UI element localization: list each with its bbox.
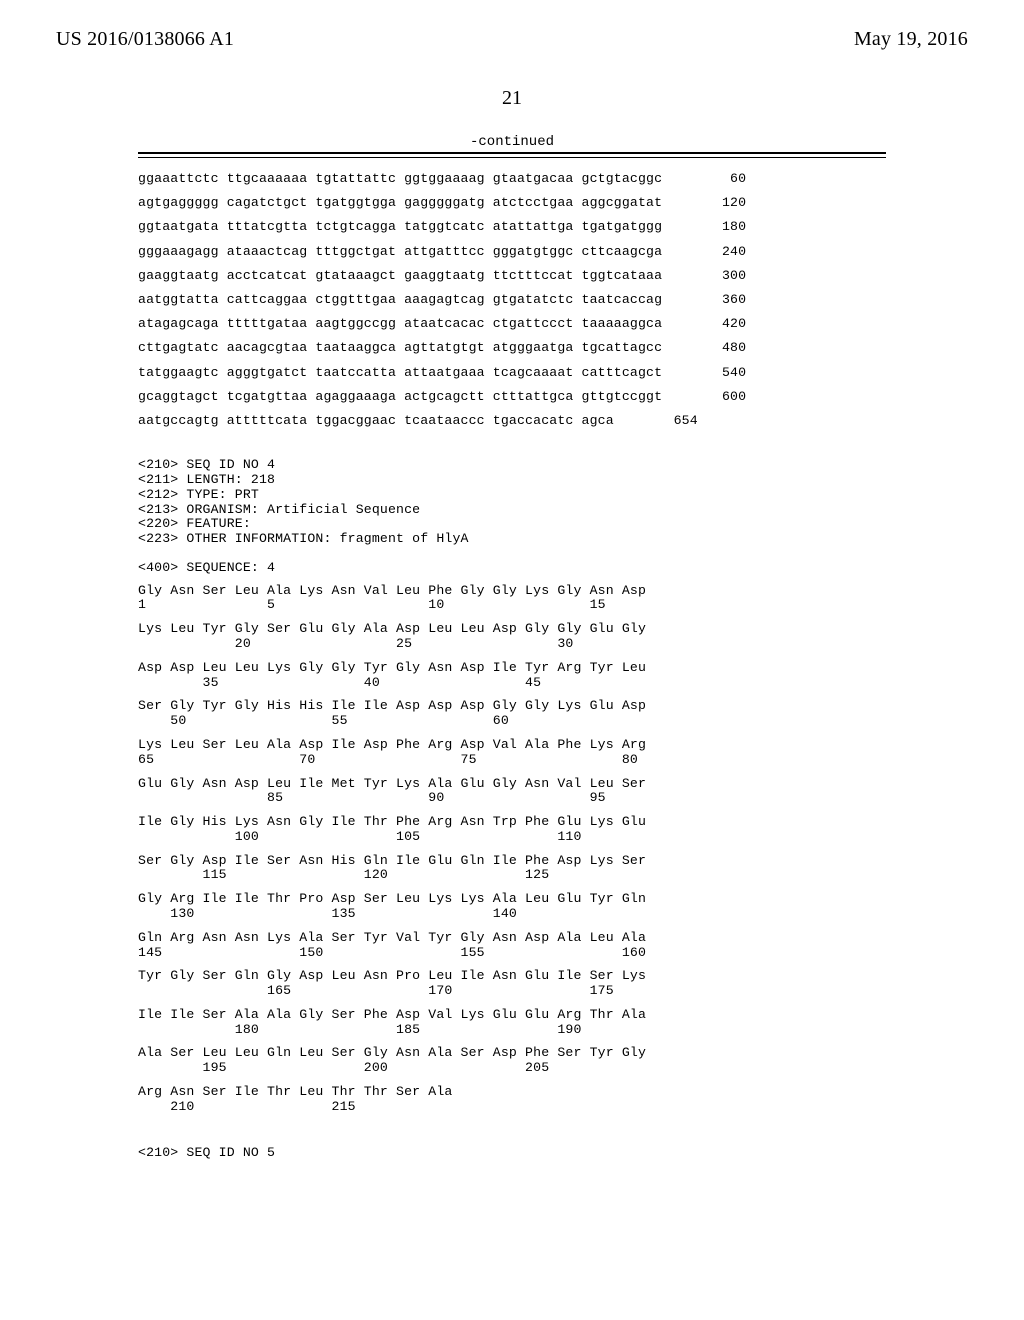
dna-seq: cttgagtatc aacagcgtaa taataaggca agttatg… <box>138 341 662 354</box>
sequence-label: <400> SEQUENCE: 4 <box>138 561 968 576</box>
page: US 2016/0138066 A1 May 19, 2016 21 -cont… <box>0 0 1024 1320</box>
dna-row: aatggtatta cattcaggaa ctggtttgaa aaagagt… <box>138 293 968 306</box>
protein-row: Ile Gly His Lys Asn Gly Ile Thr Phe Arg … <box>138 815 968 845</box>
dna-seq: aatgccagtg atttttcata tggacggaac tcaataa… <box>138 414 614 427</box>
dna-row: ggtaatgata tttatcgtta tctgtcagga tatggtc… <box>138 220 968 233</box>
dna-row: ggaaattctc ttgcaaaaaa tgtattattc ggtggaa… <box>138 172 968 185</box>
dna-seq: gggaaagagg ataaactcag tttggctgat attgatt… <box>138 245 662 258</box>
protein-row: Glu Gly Asn Asp Leu Ile Met Tyr Lys Ala … <box>138 777 968 807</box>
protein-row: Lys Leu Tyr Gly Ser Glu Gly Ala Asp Leu … <box>138 622 968 652</box>
protein-row: Gly Arg Ile Ile Thr Pro Asp Ser Leu Lys … <box>138 892 968 922</box>
dna-position: 240 <box>690 245 746 258</box>
protein-row: Ala Ser Leu Leu Gln Leu Ser Gly Asn Ala … <box>138 1046 968 1076</box>
dna-seq: gcaggtagct tcgatgttaa agaggaaaga actgcag… <box>138 390 662 403</box>
dna-position: 420 <box>690 317 746 330</box>
dna-position: 120 <box>690 196 746 209</box>
dna-position: 654 <box>642 414 698 427</box>
running-header: US 2016/0138066 A1 May 19, 2016 <box>56 28 968 51</box>
protein-row: Ser Gly Asp Ile Ser Asn His Gln Ile Glu … <box>138 854 968 884</box>
dna-seq: ggaaattctc ttgcaaaaaa tgtattattc ggtggaa… <box>138 172 662 185</box>
dna-position: 180 <box>690 220 746 233</box>
dna-seq: gaaggtaatg acctcatcat gtataaagct gaaggta… <box>138 269 662 282</box>
protein-row: Lys Leu Ser Leu Ala Asp Ile Asp Phe Arg … <box>138 738 968 768</box>
dna-position: 540 <box>690 366 746 379</box>
dna-row: gggaaagagg ataaactcag tttggctgat attgatt… <box>138 245 968 258</box>
protein-row: Ile Ile Ser Ala Ala Gly Ser Phe Asp Val … <box>138 1008 968 1038</box>
protein-row: Arg Asn Ser Ile Thr Leu Thr Thr Ser Ala … <box>138 1085 968 1115</box>
dna-seq: atagagcaga tttttgataa aagtggccgg ataatca… <box>138 317 662 330</box>
dna-position: 480 <box>690 341 746 354</box>
page-number: 21 <box>56 87 968 110</box>
protein-row: Ser Gly Tyr Gly His His Ile Ile Asp Asp … <box>138 699 968 729</box>
dna-row: cttgagtatc aacagcgtaa taataaggca agttatg… <box>138 341 968 354</box>
dna-position: 300 <box>690 269 746 282</box>
dna-row: atagagcaga tttttgataa aagtggccgg ataatca… <box>138 317 968 330</box>
protein-row: Asp Asp Leu Leu Lys Gly Gly Tyr Gly Asn … <box>138 661 968 691</box>
footer-seq-id: <210> SEQ ID NO 5 <box>138 1146 968 1161</box>
dna-sequence-block: ggaaattctc ttgcaaaaaa tgtattattc ggtggaa… <box>138 172 968 427</box>
dna-seq: tatggaagtc agggtgatct taatccatta attaatg… <box>138 366 662 379</box>
protein-row: Tyr Gly Ser Gln Gly Asp Leu Asn Pro Leu … <box>138 969 968 999</box>
dna-row: gaaggtaatg acctcatcat gtataaagct gaaggta… <box>138 269 968 282</box>
dna-row: aatgccagtg atttttcata tggacggaac tcaataa… <box>138 414 968 427</box>
dna-row: gcaggtagct tcgatgttaa agaggaaaga actgcag… <box>138 390 968 403</box>
dna-row: tatggaagtc agggtgatct taatccatta attaatg… <box>138 366 968 379</box>
dna-position: 600 <box>690 390 746 403</box>
header-right: May 19, 2016 <box>854 28 968 51</box>
dna-seq: ggtaatgata tttatcgtta tctgtcagga tatggtc… <box>138 220 662 233</box>
continued-block: -continued <box>138 134 886 158</box>
dna-seq: aatggtatta cattcaggaa ctggtttgaa aaagagt… <box>138 293 662 306</box>
rule-top-thin <box>138 157 886 158</box>
continued-label: -continued <box>138 134 886 150</box>
seq-metadata: <210> SEQ ID NO 4 <211> LENGTH: 218 <212… <box>138 458 968 547</box>
dna-position: 60 <box>690 172 746 185</box>
header-left: US 2016/0138066 A1 <box>56 28 234 51</box>
dna-row: agtgaggggg cagatctgct tgatggtgga gaggggg… <box>138 196 968 209</box>
protein-row: Gln Arg Asn Asn Lys Ala Ser Tyr Val Tyr … <box>138 931 968 961</box>
dna-seq: agtgaggggg cagatctgct tgatggtgga gaggggg… <box>138 196 662 209</box>
protein-sequence: Gly Asn Ser Leu Ala Lys Asn Val Leu Phe … <box>138 584 968 1115</box>
dna-position: 360 <box>690 293 746 306</box>
protein-row: Gly Asn Ser Leu Ala Lys Asn Val Leu Phe … <box>138 584 968 614</box>
